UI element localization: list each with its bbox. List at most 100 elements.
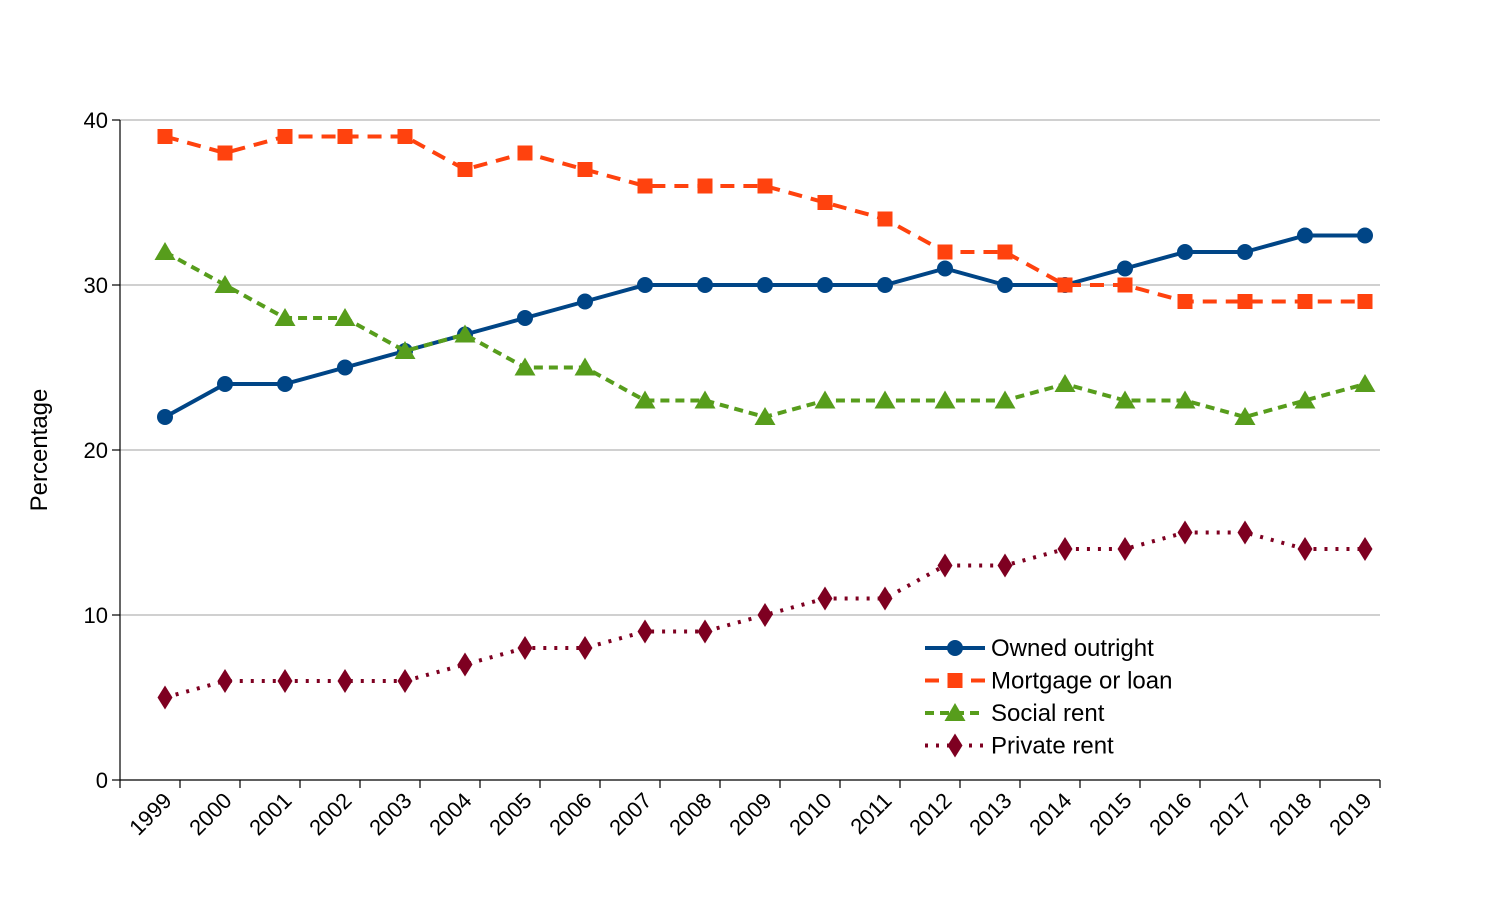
data-point xyxy=(157,685,173,710)
data-point xyxy=(217,669,233,693)
data-point xyxy=(1234,407,1256,425)
series-mortgage-or-loan xyxy=(157,129,1373,309)
data-point xyxy=(757,603,773,627)
y-tick-label: 0 xyxy=(96,768,108,793)
series xyxy=(154,129,1376,710)
data-point xyxy=(1057,537,1073,561)
data-point xyxy=(694,390,716,409)
x-tick-label: 2003 xyxy=(364,788,416,840)
data-point xyxy=(817,586,833,611)
data-point xyxy=(697,619,713,644)
data-point xyxy=(1177,520,1193,545)
data-point xyxy=(517,145,533,161)
legend-item: Social rent xyxy=(925,700,1105,727)
x-tick-label: 2006 xyxy=(544,788,596,840)
legend-label: Social rent xyxy=(991,700,1105,727)
data-point xyxy=(397,129,413,144)
x-tick-label: 2010 xyxy=(784,788,836,840)
data-point xyxy=(1297,227,1313,244)
data-point xyxy=(997,277,1013,293)
data-point xyxy=(457,652,473,677)
data-point xyxy=(277,376,293,392)
data-point xyxy=(1354,374,1376,392)
data-point xyxy=(817,195,833,210)
legend-marker xyxy=(947,733,963,758)
data-point xyxy=(1117,260,1133,277)
y-tick-labels: 0 10 20 30 40 xyxy=(84,108,108,793)
y-tick-label: 10 xyxy=(84,603,108,628)
series-owned-outright xyxy=(157,227,1373,425)
data-point xyxy=(997,244,1013,260)
data-point xyxy=(517,310,533,326)
data-point xyxy=(1357,537,1373,561)
x-tick-label: 2016 xyxy=(1144,788,1196,840)
legend-item: Mortgage or loan xyxy=(925,668,1172,695)
axes xyxy=(119,120,1380,781)
data-point xyxy=(1297,537,1313,561)
data-point xyxy=(1117,537,1133,561)
data-point xyxy=(937,260,953,277)
data-point xyxy=(154,242,176,260)
x-tick-label: 2002 xyxy=(304,788,356,840)
series-line xyxy=(164,134,1365,304)
data-point xyxy=(1294,390,1316,409)
data-point xyxy=(1357,294,1373,309)
data-point xyxy=(1357,227,1373,244)
data-point xyxy=(1237,294,1253,309)
data-point xyxy=(574,357,596,376)
series-social-rent xyxy=(154,242,1376,425)
data-point xyxy=(337,129,353,144)
data-point xyxy=(577,293,593,310)
data-point xyxy=(697,277,713,293)
x-tick-label: 2000 xyxy=(184,788,236,840)
data-point xyxy=(637,178,653,194)
data-point xyxy=(274,308,296,326)
x-tick-label: 2007 xyxy=(604,788,656,840)
data-point xyxy=(1174,390,1196,409)
legend-label: Mortgage or loan xyxy=(991,668,1172,695)
data-point xyxy=(157,129,173,144)
x-tick-label: 2001 xyxy=(244,788,296,840)
x-tick-label: 2013 xyxy=(964,788,1016,840)
data-point xyxy=(637,619,653,644)
data-point xyxy=(1237,244,1253,260)
data-point xyxy=(1057,277,1073,293)
data-point xyxy=(1117,277,1133,293)
series-private-rent xyxy=(157,520,1373,710)
x-tick-labels: 1999 2000 2001 2002 2003 2004 2005 2006 2007 2008… xyxy=(119,780,1381,840)
legend-marker xyxy=(947,673,963,688)
data-point xyxy=(997,553,1013,578)
data-point xyxy=(337,359,353,376)
data-point xyxy=(937,553,953,578)
x-tick-label: 2019 xyxy=(1324,788,1376,840)
data-point xyxy=(1237,520,1253,545)
y-tick-label: 30 xyxy=(84,273,108,298)
data-point xyxy=(214,275,236,293)
x-tick-label: 2011 xyxy=(845,788,896,839)
gridlines xyxy=(112,119,1380,781)
legend-label: Owned outright xyxy=(991,635,1154,662)
data-point xyxy=(517,636,533,660)
data-point xyxy=(877,586,893,611)
data-point xyxy=(1297,294,1313,309)
data-point xyxy=(757,178,773,194)
data-point xyxy=(757,277,773,293)
legend: Owned outright Mortgage or loan Social ren… xyxy=(925,635,1172,760)
data-point xyxy=(457,162,473,177)
series-line xyxy=(164,233,1365,419)
data-point xyxy=(394,341,416,359)
data-point xyxy=(934,390,956,409)
data-point xyxy=(877,277,893,293)
data-point xyxy=(1054,374,1076,392)
x-tick-label: 2004 xyxy=(424,788,476,840)
x-tick-label: 2005 xyxy=(484,788,536,840)
legend-item: Owned outright xyxy=(925,635,1154,662)
data-point xyxy=(1177,244,1193,260)
data-point xyxy=(817,277,833,293)
data-point xyxy=(277,129,293,144)
x-tick-label: 2012 xyxy=(904,788,956,840)
y-tick-label: 20 xyxy=(84,438,108,463)
data-point xyxy=(577,636,593,660)
data-point xyxy=(697,178,713,194)
